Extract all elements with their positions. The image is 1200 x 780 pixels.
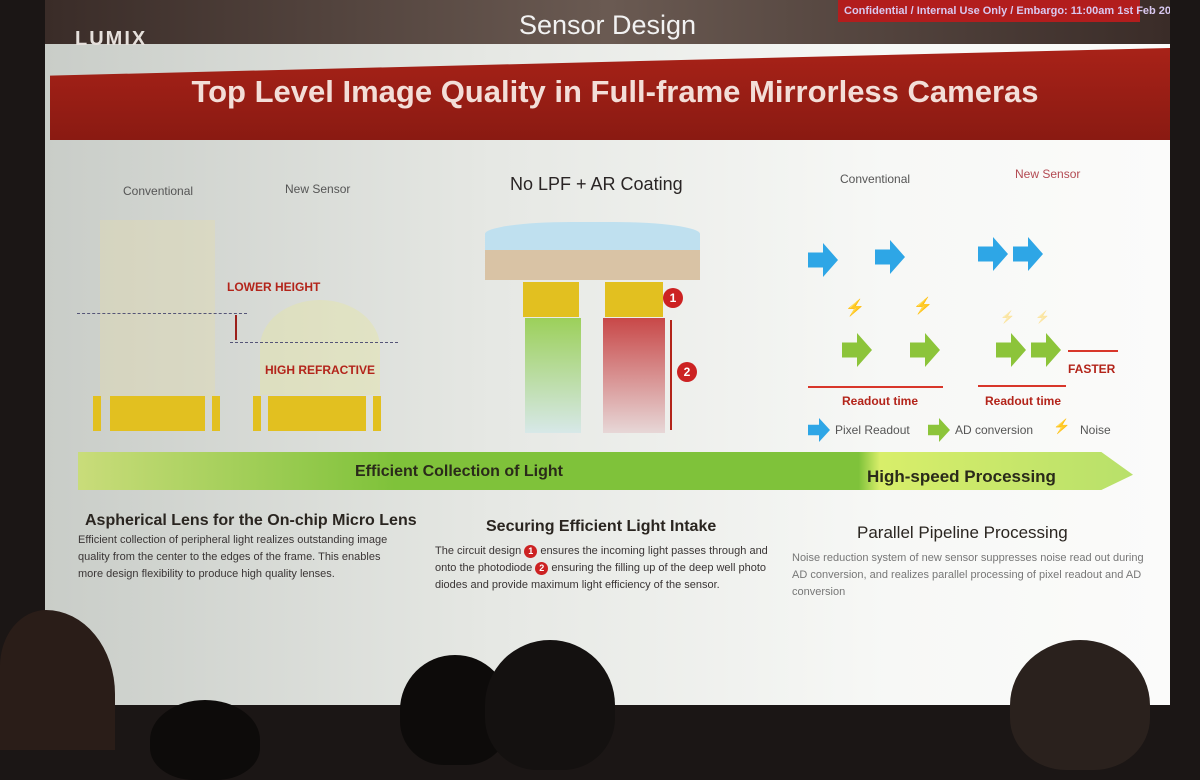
bar-label-right: High-speed Processing	[867, 467, 1056, 486]
sensor-wall	[253, 396, 261, 431]
label-high-refractive: HIGH REFRACTIVE	[265, 363, 376, 377]
noise-icon: ⚡	[913, 298, 933, 315]
section-body-1: Efficient collection of peripheral light…	[78, 534, 388, 580]
faster-arrow	[1068, 350, 1118, 352]
noise-icon-faint: ⚡	[1035, 310, 1050, 324]
new-lens	[260, 300, 380, 395]
legend-ad-conversion: AD conversion	[955, 423, 1034, 437]
legend-ad-conversion-icon	[928, 418, 950, 442]
down-arrow-icon	[235, 315, 237, 340]
bar-label-left: Efficient Collection of Light	[355, 463, 563, 480]
main-title: Top Level Image Quality in Full-frame Mi…	[191, 74, 1039, 109]
ad-conversion-arrow-icon	[910, 333, 940, 367]
sensor-photodiode	[110, 396, 205, 431]
label-new-sensor-right: New Sensor	[1015, 167, 1081, 181]
label-new-sensor: New Sensor	[285, 182, 351, 196]
sensor-wall	[373, 396, 381, 431]
label-readout-time-2: Readout time	[985, 394, 1062, 408]
legend-pixel-readout: Pixel Readout	[835, 423, 910, 437]
audience-head	[150, 700, 260, 780]
legend-noise: Noise	[1080, 423, 1111, 437]
marker-1-inline: 1	[524, 545, 538, 558]
section-body-3: Noise reduction system of new sensor sup…	[792, 552, 1144, 598]
center-title: No LPF + AR Coating	[510, 174, 683, 194]
light-guide-1	[523, 282, 579, 317]
readout-time-arrow	[978, 385, 1066, 387]
section-title: Sensor Design	[518, 10, 697, 40]
readout-time-arrow	[808, 386, 943, 388]
marker-1: 1	[663, 288, 683, 308]
sensor-photodiode	[268, 396, 366, 431]
ad-conversion-arrow-icon	[996, 333, 1026, 367]
legend-pixel-readout-icon	[808, 418, 830, 442]
body-text: ensuring the filling up of the deep well…	[435, 562, 767, 591]
height-line-2	[230, 342, 398, 343]
pixel-readout-arrow-icon	[875, 240, 905, 274]
noise-icon-faint: ⚡	[1000, 310, 1015, 324]
marker-2: 2	[677, 362, 697, 382]
section-heading-2: Securing Efficient Light Intake	[486, 518, 717, 535]
presentation-slide: LUMIX Sensor Design Confidential / Inter…	[45, 0, 1170, 705]
audience-head	[485, 640, 615, 770]
pixel-readout-arrow-icon	[1013, 237, 1043, 271]
section-heading-1: Aspherical Lens for the On-chip Micro Le…	[85, 512, 417, 529]
photodiode-new	[603, 318, 665, 433]
confidential-badge: Confidential / Internal Use Only / Embar…	[838, 0, 1170, 22]
body-text: ensures the incoming light passes throug…	[435, 545, 768, 574]
light-guide-2	[605, 282, 663, 317]
noise-icon: ⚡	[845, 300, 865, 317]
section-body-2: The circuit design 1 ensures the incomin…	[435, 543, 770, 594]
process-arrow-bar	[78, 452, 1133, 490]
marker-2-inline: 2	[535, 562, 549, 575]
label-conventional: Conventional	[123, 184, 194, 198]
sensor-wall	[212, 396, 220, 431]
legend-noise-icon: ⚡	[1053, 418, 1071, 434]
pixel-readout-arrow-icon	[978, 237, 1008, 271]
section-heading-3: Parallel Pipeline Processing	[857, 523, 1068, 542]
ad-conversion-arrow-icon	[842, 333, 872, 367]
height-line-1	[77, 313, 247, 314]
lumix-logo: LUMIX	[75, 28, 148, 50]
body-text: The circuit design	[435, 545, 525, 557]
micro-lens	[485, 222, 700, 252]
label-readout-time-1: Readout time	[842, 394, 919, 408]
label-conventional-right: Conventional	[840, 172, 911, 186]
photodiode-conventional	[525, 318, 581, 433]
circuit-layer	[485, 250, 700, 280]
pixel-readout-arrow-icon	[808, 243, 838, 277]
depth-arrow-icon	[670, 320, 672, 430]
label-lower-height: LOWER HEIGHT	[227, 280, 321, 294]
sensor-wall	[93, 396, 101, 431]
conventional-lens	[100, 220, 215, 400]
audience-head	[1010, 640, 1150, 770]
label-faster: FASTER	[1068, 362, 1116, 376]
ad-conversion-arrow-icon	[1031, 333, 1061, 367]
